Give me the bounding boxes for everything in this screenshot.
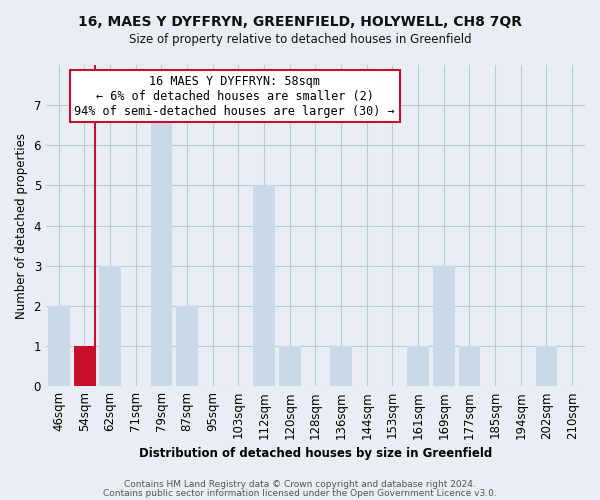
Bar <box>458 346 481 386</box>
Bar <box>253 186 275 386</box>
Bar <box>99 266 121 386</box>
X-axis label: Distribution of detached houses by size in Greenfield: Distribution of detached houses by size … <box>139 447 492 460</box>
Text: Contains public sector information licensed under the Open Government Licence v3: Contains public sector information licen… <box>103 488 497 498</box>
Bar <box>433 266 455 386</box>
Bar <box>48 306 70 386</box>
Text: 16, MAES Y DYFFRYN, GREENFIELD, HOLYWELL, CH8 7QR: 16, MAES Y DYFFRYN, GREENFIELD, HOLYWELL… <box>78 15 522 29</box>
Bar <box>330 346 352 386</box>
Bar <box>536 346 557 386</box>
Bar <box>74 346 95 386</box>
Bar <box>407 346 429 386</box>
Text: Size of property relative to detached houses in Greenfield: Size of property relative to detached ho… <box>128 32 472 46</box>
Text: Contains HM Land Registry data © Crown copyright and database right 2024.: Contains HM Land Registry data © Crown c… <box>124 480 476 489</box>
Bar <box>279 346 301 386</box>
Bar <box>176 306 198 386</box>
Y-axis label: Number of detached properties: Number of detached properties <box>15 132 28 318</box>
Bar <box>151 105 172 386</box>
Text: 16 MAES Y DYFFRYN: 58sqm
← 6% of detached houses are smaller (2)
94% of semi-det: 16 MAES Y DYFFRYN: 58sqm ← 6% of detache… <box>74 74 395 118</box>
